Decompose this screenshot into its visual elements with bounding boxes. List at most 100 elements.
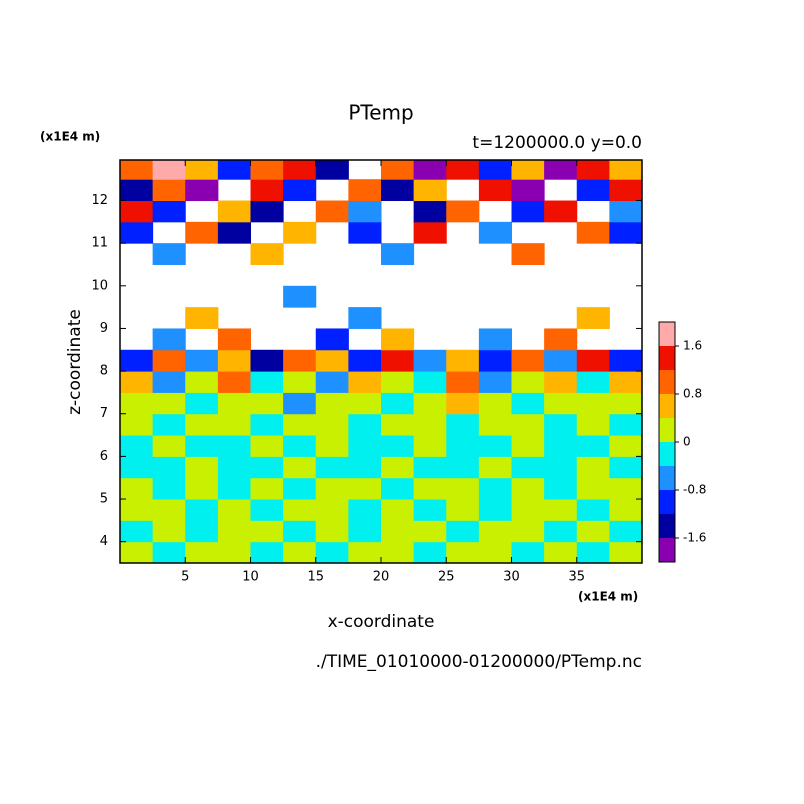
- field-cell: [478, 541, 512, 564]
- field-cell: [511, 413, 545, 436]
- field-cell: [152, 435, 186, 457]
- field-cell: [152, 477, 186, 500]
- field-cell: [315, 435, 349, 457]
- colorbar-tick-label: 0.8: [683, 387, 702, 401]
- field-cell: [446, 392, 480, 415]
- x-tick-label: 25: [438, 570, 455, 585]
- field-cell: [478, 371, 512, 393]
- field-cell: [511, 477, 545, 500]
- field-cell: [609, 413, 643, 436]
- field-cell: [576, 160, 610, 180]
- field-cell: [120, 499, 154, 521]
- y-tick-label: 8: [100, 364, 108, 379]
- field-cell: [511, 349, 545, 372]
- field-cell: [185, 456, 219, 479]
- field-cell: [217, 160, 251, 180]
- field-cell: [544, 413, 578, 436]
- field-cell: [446, 456, 480, 479]
- colorbar-swatch: [659, 466, 675, 490]
- field-cell: [217, 392, 251, 415]
- field-cell: [381, 349, 415, 372]
- field-cell: [413, 456, 447, 479]
- field-cell: [120, 221, 154, 244]
- field-cell: [381, 371, 415, 393]
- field-cell: [609, 456, 643, 479]
- colorbar-tick-label: 1.6: [683, 339, 702, 353]
- colorbar-tick-label: 0: [683, 435, 691, 449]
- field-cell: [348, 541, 382, 564]
- field-cell: [120, 477, 154, 500]
- x-unit: (x1E4 m): [578, 590, 638, 604]
- field-cell: [315, 520, 349, 543]
- field-cell: [152, 200, 186, 223]
- field-cell: [609, 477, 643, 500]
- field-cell: [152, 328, 186, 351]
- field-cell: [152, 392, 186, 415]
- colorbar-swatch: [659, 442, 675, 466]
- field-cell: [315, 349, 349, 372]
- field-cell: [478, 499, 512, 521]
- field-cell: [478, 392, 512, 415]
- field-cell: [381, 392, 415, 415]
- field-cell: [381, 160, 415, 180]
- field-cell: [250, 179, 284, 202]
- field-cell: [120, 371, 154, 393]
- field-cell: [185, 160, 219, 180]
- y-tick-label: 11: [91, 236, 108, 251]
- field-cell: [217, 541, 251, 564]
- colorbar-swatch: [659, 538, 675, 562]
- field-cell: [283, 371, 317, 393]
- field-cell: [348, 221, 382, 244]
- field-cell: [250, 413, 284, 436]
- y-tick-label: 7: [100, 406, 108, 421]
- colorbar-swatch: [659, 322, 675, 346]
- field-cell: [315, 499, 349, 521]
- field-cell: [413, 160, 447, 180]
- field-cell: [120, 200, 154, 223]
- field-cell: [381, 499, 415, 521]
- colorbar-tick-label: -1.6: [683, 531, 706, 545]
- field-cell: [609, 160, 643, 180]
- field-cell: [413, 200, 447, 223]
- field-cell: [609, 179, 643, 202]
- field-cell: [152, 499, 186, 521]
- field-cell: [283, 285, 317, 308]
- field-cell: [544, 349, 578, 372]
- field-cell: [348, 200, 382, 223]
- field-cell: [609, 435, 643, 457]
- x-axis-label: x-coordinate: [328, 612, 435, 632]
- y-tick-label: 12: [91, 193, 108, 208]
- field-cell: [283, 456, 317, 479]
- field-cell: [185, 499, 219, 521]
- field-cell: [576, 371, 610, 393]
- field-cell: [120, 456, 154, 479]
- field-cell: [576, 307, 610, 329]
- field-cell: [576, 221, 610, 244]
- field-cell: [446, 499, 480, 521]
- field-cell: [609, 221, 643, 244]
- field-cell: [446, 349, 480, 372]
- x-tick-label: 20: [373, 570, 390, 585]
- y-axis-label: z-coordinate: [65, 309, 85, 415]
- field-cell: [478, 179, 512, 202]
- field-cell: [609, 349, 643, 372]
- x-tick-label: 15: [307, 570, 324, 585]
- field-cell: [576, 499, 610, 521]
- field-cell: [381, 541, 415, 564]
- field-cell: [315, 477, 349, 500]
- field-cell: [283, 160, 317, 180]
- field-cell: [413, 541, 447, 564]
- field-cell: [413, 349, 447, 372]
- field-cell: [315, 541, 349, 564]
- colorbar-swatch: [659, 490, 675, 514]
- field-cell: [381, 413, 415, 436]
- field-cell: [250, 456, 284, 479]
- field-cell: [381, 456, 415, 479]
- field-cell: [250, 477, 284, 500]
- field-cell: [250, 392, 284, 415]
- field-cell: [446, 200, 480, 223]
- field-cell: [609, 200, 643, 223]
- field-cell: [348, 520, 382, 543]
- field-cell: [381, 435, 415, 457]
- field-cell: [413, 499, 447, 521]
